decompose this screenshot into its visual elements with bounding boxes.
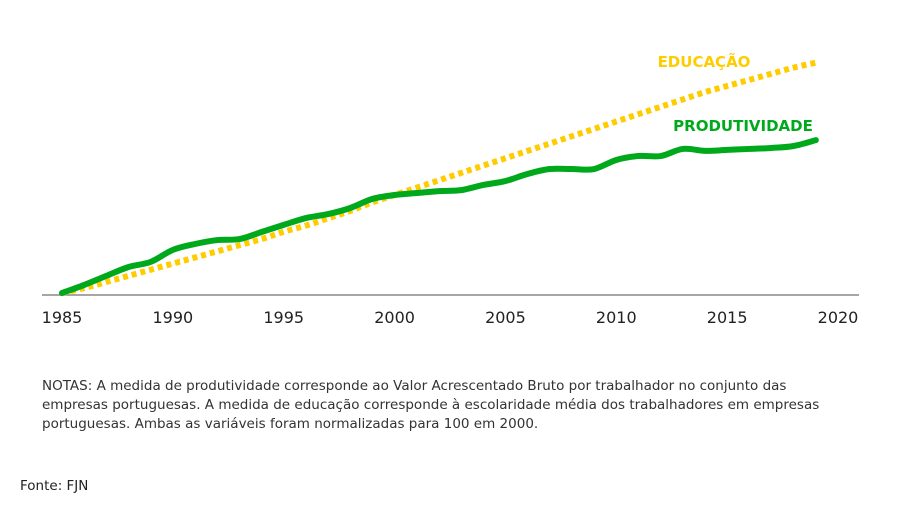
series-label-produtividade: PRODUTIVIDADE (673, 117, 813, 135)
source-note: Fonte: FJN (20, 478, 89, 494)
x-tick-label: 2005 (485, 308, 526, 327)
series-labels: EDUCAÇÃO PRODUTIVIDADE (658, 52, 813, 135)
notes-line: portuguesas. Ambas as variáveis foram no… (42, 416, 539, 432)
series-line-produtividade (59, 137, 819, 296)
notes-line: empresas portuguesas. A medida de educaç… (42, 397, 820, 413)
x-tick-label: 1995 (263, 308, 304, 327)
line-chart: 1985 1990 1995 2000 2005 2010 2015 2020 EDUCAÇÃ… (42, 52, 859, 327)
series-label-educacao: EDUCAÇÃO (658, 52, 751, 71)
notes: NOTAS: A medida de produtividade corresp… (42, 377, 862, 434)
series-line-educacao (61, 59, 817, 296)
x-tick-label: 2000 (374, 308, 415, 327)
series-group (59, 59, 819, 296)
x-axis-ticks: 1985 1990 1995 2000 2005 2010 2015 2020 (42, 308, 859, 327)
x-tick-label: 2020 (818, 308, 859, 327)
x-tick-label: 1990 (152, 308, 193, 327)
notes-line: NOTAS: A medida de produtividade corresp… (42, 378, 787, 394)
x-tick-label: 1985 (42, 308, 83, 327)
x-tick-label: 2015 (707, 308, 748, 327)
x-tick-label: 2010 (596, 308, 637, 327)
